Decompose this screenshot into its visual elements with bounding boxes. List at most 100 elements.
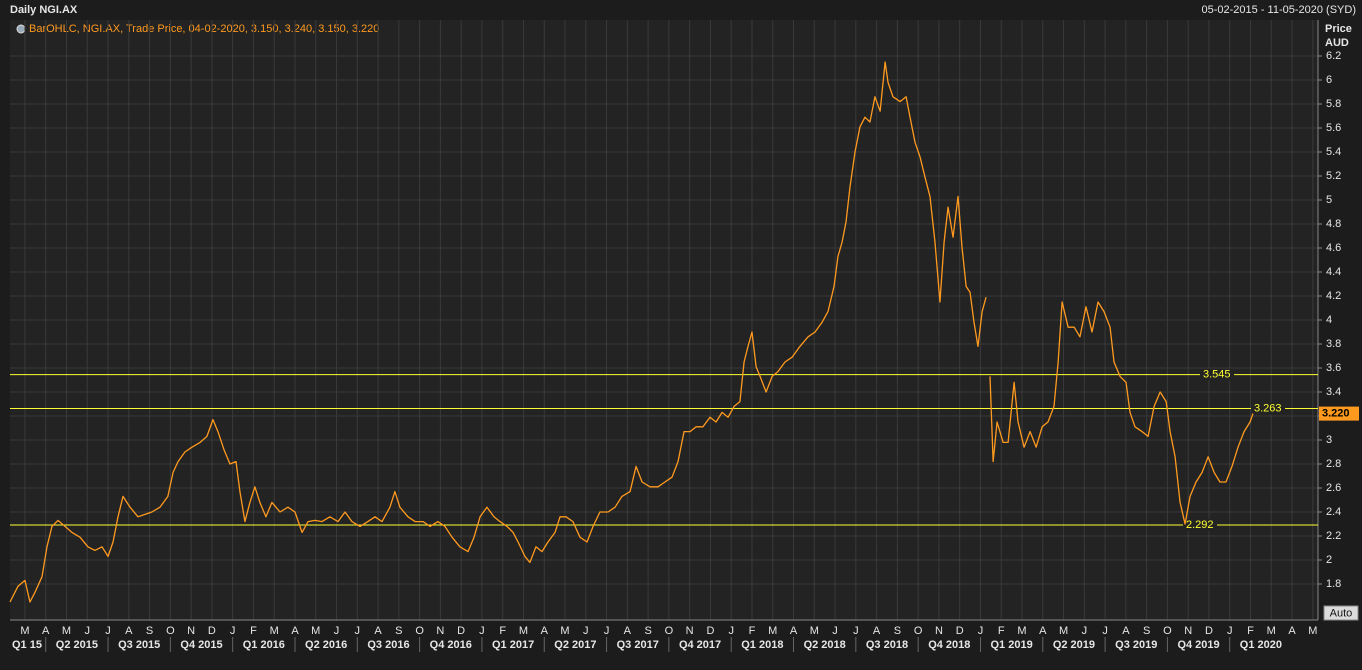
level-label-bg: [1183, 518, 1217, 531]
x-tick-label: F: [1247, 625, 1254, 637]
x-tick-label: M: [810, 625, 819, 637]
x-tick-label: S: [894, 625, 901, 637]
y-tick-label: 5.6: [1326, 122, 1341, 134]
x-tick-label: D: [1205, 625, 1213, 637]
quarter-label: Q1 2017: [492, 639, 534, 651]
x-tick-label: N: [1184, 625, 1192, 637]
quarter-label: Q3 2017: [617, 639, 659, 651]
x-tick-label: M: [560, 625, 569, 637]
x-tick-label: A: [873, 625, 881, 637]
x-tick-label: A: [1288, 625, 1296, 637]
x-tick-label: J: [978, 625, 984, 637]
x-tick-label: M: [1017, 625, 1026, 637]
quarter-label: Q2 2019: [1053, 639, 1095, 651]
chart-title: Daily NGI.AX: [10, 4, 78, 16]
quarter-label: Q3 2019: [1115, 639, 1157, 651]
x-tick-label: O: [415, 625, 424, 637]
level-label-bg: [1251, 402, 1285, 415]
x-tick-label: O: [665, 625, 674, 637]
quarter-label: Q2 2018: [804, 639, 846, 651]
y-tick-label: 4.4: [1326, 266, 1341, 278]
x-tick-label: M: [270, 625, 279, 637]
x-tick-label: N: [436, 625, 444, 637]
y-tick-label: 2.4: [1326, 506, 1341, 518]
x-tick-label: A: [42, 625, 50, 637]
y-tick-label: 5.2: [1326, 170, 1341, 182]
quarter-label: Q1 15: [12, 639, 42, 651]
level-label: 2.292: [1186, 519, 1214, 531]
x-tick-label: F: [499, 625, 506, 637]
quarter-label: Q1 2018: [741, 639, 783, 651]
y-axis-unit: AUD: [1325, 37, 1349, 49]
y-axis-label: Price: [1325, 23, 1352, 35]
x-tick-label: N: [187, 625, 195, 637]
x-tick-label: J: [1102, 625, 1108, 637]
y-tick-label: 2.8: [1326, 458, 1341, 470]
x-tick-label: J: [1227, 625, 1233, 637]
x-tick-label: N: [686, 625, 694, 637]
level-label: 3.263: [1254, 402, 1282, 414]
x-tick-label: O: [1163, 625, 1172, 637]
last-price-label: 3.220: [1322, 408, 1350, 420]
quarter-label: Q3 2015: [118, 639, 160, 651]
x-tick-label: S: [395, 625, 402, 637]
x-tick-label: A: [1039, 625, 1047, 637]
x-tick-label: M: [1267, 625, 1276, 637]
x-tick-label: M: [62, 625, 71, 637]
quarter-label: Q2 2015: [56, 639, 98, 651]
price-line: [9, 61, 1254, 603]
x-tick-label: J: [728, 625, 734, 637]
x-tick-label: S: [1143, 625, 1150, 637]
x-tick-label: J: [604, 625, 610, 637]
quarter-label: Q1 2020: [1240, 639, 1282, 651]
x-tick-label: M: [768, 625, 777, 637]
level-label-bg: [1200, 368, 1234, 381]
x-tick-label: S: [644, 625, 651, 637]
x-tick-label: F: [749, 625, 756, 637]
quarter-label: Q4 2016: [430, 639, 472, 651]
x-tick-label: D: [706, 625, 714, 637]
quarter-label: Q3 2018: [866, 639, 908, 651]
y-tick-label: 4: [1326, 314, 1332, 326]
x-tick-label: J: [832, 625, 838, 637]
x-tick-label: A: [790, 625, 798, 637]
x-tick-label: A: [541, 625, 549, 637]
quarter-label: Q2 2017: [554, 639, 596, 651]
x-tick-label: J: [1082, 625, 1088, 637]
y-tick-label: 3.8: [1326, 338, 1341, 350]
quarter-label: Q1 2019: [991, 639, 1033, 651]
x-tick-label: M: [20, 625, 29, 637]
y-tick-label: 5: [1326, 194, 1332, 206]
x-tick-label: J: [853, 625, 859, 637]
y-tick-label: 6.2: [1326, 50, 1341, 62]
y-tick-label: 2.6: [1326, 482, 1341, 494]
date-range: 05-02-2015 - 11-05-2020 (SYD): [1202, 4, 1357, 16]
x-tick-label: J: [105, 625, 111, 637]
x-tick-label: J: [334, 625, 340, 637]
y-tick-label: 4.8: [1326, 218, 1341, 230]
quarter-label: Q2 2016: [305, 639, 347, 651]
x-tick-label: F: [998, 625, 1005, 637]
x-tick-label: A: [374, 625, 382, 637]
quarter-label: Q3 2016: [367, 639, 409, 651]
auto-button-label[interactable]: Auto: [1330, 607, 1353, 619]
y-tick-label: 4.6: [1326, 242, 1341, 254]
x-tick-label: J: [583, 625, 589, 637]
y-tick-label: 1.8: [1326, 578, 1341, 590]
legend-text: BarOHLC, NGI.AX, Trade Price, 04-02-2020…: [29, 23, 379, 35]
x-tick-label: M: [1308, 625, 1317, 637]
quarter-label: Q4 2015: [180, 639, 222, 651]
x-tick-label: J: [479, 625, 485, 637]
x-tick-label: A: [291, 625, 299, 637]
x-tick-label: M: [311, 625, 320, 637]
y-tick-label: 5.4: [1326, 146, 1341, 158]
x-tick-label: A: [1122, 625, 1130, 637]
auto-button[interactable]: [1323, 605, 1359, 621]
quarter-label: Q1 2016: [243, 639, 285, 651]
x-tick-label: D: [956, 625, 964, 637]
y-tick-label: 5.8: [1326, 98, 1341, 110]
y-tick-label: 4.2: [1326, 290, 1341, 302]
y-tick-label: 2: [1326, 554, 1332, 566]
x-tick-label: F: [250, 625, 257, 637]
